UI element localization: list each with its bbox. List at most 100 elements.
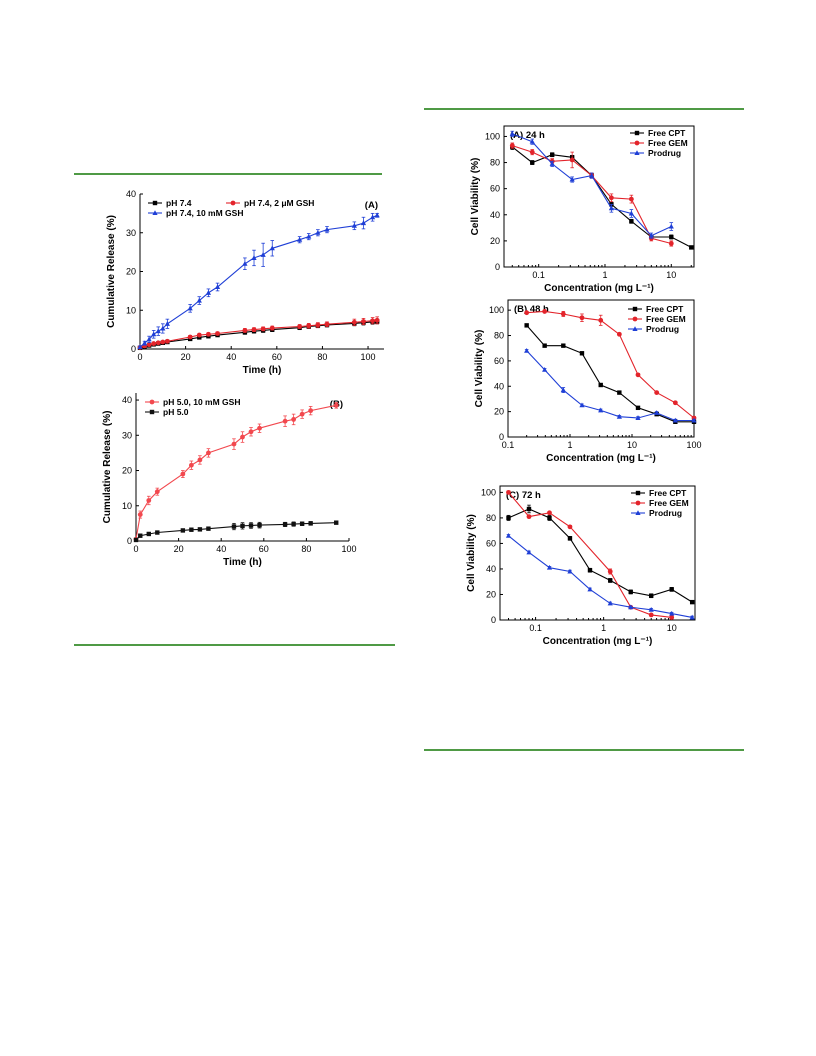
data-point xyxy=(579,315,585,321)
viability-48h-y-tick-label: 40 xyxy=(494,381,504,391)
viability-48h-legend-label: Prodrug xyxy=(646,324,679,334)
viability-72h-series-2 xyxy=(506,489,675,620)
data-point xyxy=(306,233,312,239)
data-point xyxy=(608,205,615,211)
data-point xyxy=(509,143,515,148)
viability-chart-24h: 0 20 40 60 80 100 0.1 1 10 Concentration (mg L⁻¹)… xyxy=(462,120,700,298)
data-point xyxy=(635,372,641,378)
data-point xyxy=(607,569,613,574)
viability-48h-panel-label: (B) 48 h xyxy=(514,304,549,315)
viability-24h-y-tick-label: 100 xyxy=(485,131,500,141)
data-point xyxy=(189,527,194,532)
data-point xyxy=(248,429,254,435)
data-point xyxy=(669,587,674,592)
data-point xyxy=(151,341,157,346)
release-b-x-tick-label: 100 xyxy=(341,544,356,554)
data-point xyxy=(529,138,535,144)
data-point xyxy=(231,524,237,529)
release-a-y-tick-label: 10 xyxy=(126,305,136,315)
data-point xyxy=(524,347,530,353)
data-point xyxy=(567,536,573,541)
data-point xyxy=(151,331,157,337)
viability-72h-series-3 xyxy=(505,532,695,620)
release-a-x-tick-label: 80 xyxy=(317,352,327,362)
viability-chart-24h-svg: 0 20 40 60 80 100 0.1 1 10 Concentration (mg L⁻¹)… xyxy=(470,125,695,294)
viability-72h-y-tick-label: 0 xyxy=(491,615,496,625)
viability-48h-y-tick-label: 80 xyxy=(494,331,504,341)
data-point xyxy=(546,564,553,570)
data-point xyxy=(146,531,151,537)
viability-48h-x-tick-label: 0.1 xyxy=(502,440,515,450)
data-point xyxy=(668,223,674,229)
data-point xyxy=(689,245,694,250)
data-point xyxy=(215,331,220,336)
release-chart-a-svg: 0 10 20 30 40 0 20 40 60 80 100 Time (h) Cumulative … xyxy=(106,189,384,376)
data-point xyxy=(214,284,221,289)
viability-72h-series-1 xyxy=(506,504,695,605)
release-b-x-tick-label: 20 xyxy=(174,544,184,554)
release-a-y-tick-label: 20 xyxy=(126,267,136,277)
data-point xyxy=(616,331,622,337)
viability-48h-series-2-line xyxy=(526,310,695,419)
viability-24h-y-axis-label: Cell Viability (%) xyxy=(470,158,481,236)
viability-48h-x-axis-label: Concentration (mg L⁻¹) xyxy=(546,453,656,464)
release-b-x-tick-label: 60 xyxy=(259,544,269,554)
data-point xyxy=(506,515,511,521)
viability-48h-x-tick-label: 10 xyxy=(627,440,637,450)
data-point xyxy=(561,343,566,348)
data-point xyxy=(351,222,357,228)
viability-48h-y-tick-label: 100 xyxy=(489,305,504,315)
release-a-series-1 xyxy=(137,318,380,351)
viability-72h-legend-label: Free GEM xyxy=(649,498,689,508)
data-point xyxy=(635,405,641,411)
viability-72h-legend-marker xyxy=(635,490,641,496)
viability-48h-legend-marker xyxy=(632,306,638,312)
release-chart-a: 0 10 20 30 40 0 20 40 60 80 100 Time (h) Cumulative … xyxy=(82,186,384,378)
viability-24h-x-tick-label: 1 xyxy=(602,270,607,280)
data-point xyxy=(180,471,186,477)
release-b-x-tick-label: 40 xyxy=(216,544,226,554)
rule-right-bottom xyxy=(424,749,744,751)
viability-72h-legend-marker xyxy=(635,500,641,506)
release-a-legend-label: pH 7.4 xyxy=(166,198,192,208)
viability-48h-x-tick-label: 100 xyxy=(686,440,701,450)
data-point xyxy=(257,522,262,528)
data-point xyxy=(141,340,148,346)
release-b-legend-label: pH 5.0 xyxy=(163,407,189,417)
release-b-series-2 xyxy=(133,520,339,543)
viability-24h-x-axis-label: Concentration (mg L⁻¹) xyxy=(544,283,654,294)
viability-24h-x-tick-label: 0.1 xyxy=(532,270,545,280)
data-point xyxy=(589,172,595,178)
data-point xyxy=(306,323,312,329)
data-point xyxy=(291,417,297,422)
viability-24h-legend-label: Free CPT xyxy=(648,128,686,138)
data-point xyxy=(138,533,143,538)
data-point xyxy=(672,400,678,406)
release-a-series-1-line xyxy=(139,320,378,349)
data-point xyxy=(654,410,660,415)
viability-chart-48h-svg: 0 20 40 60 80 100 0.1 1 10 100 Concentration (mg L… xyxy=(474,299,702,464)
release-a-x-tick-label: 60 xyxy=(272,352,282,362)
viability-72h-x-axis-label: Concentration (mg L⁻¹) xyxy=(543,636,653,647)
viability-24h-panel-label: (A) 24 h xyxy=(510,130,545,141)
data-point xyxy=(187,305,193,311)
viability-chart-48h: 0 20 40 60 80 100 0.1 1 10 100 Concentration (mg L… xyxy=(458,296,702,476)
release-a-x-axis-label: Time (h) xyxy=(243,365,282,376)
release-b-series-1-line xyxy=(135,404,337,540)
data-point xyxy=(146,342,152,348)
viability-72h-y-tick-label: 100 xyxy=(481,487,496,497)
data-point xyxy=(297,324,303,329)
release-b-legend-label: pH 5.0, 10 mM GSH xyxy=(163,397,240,407)
release-b-y-tick-label: 30 xyxy=(122,430,132,440)
viability-24h-y-tick-label: 40 xyxy=(490,210,500,220)
viability-72h-x-tick-label: 10 xyxy=(667,623,677,633)
data-point xyxy=(187,334,193,340)
viability-24h-y-tick-label: 60 xyxy=(490,184,500,194)
data-point xyxy=(598,317,604,323)
release-b-legend-marker xyxy=(149,409,155,415)
data-point xyxy=(297,236,303,242)
viability-72h-y-tick-label: 20 xyxy=(486,589,496,599)
data-point xyxy=(608,578,613,583)
viability-48h-series-3-line xyxy=(526,350,694,422)
